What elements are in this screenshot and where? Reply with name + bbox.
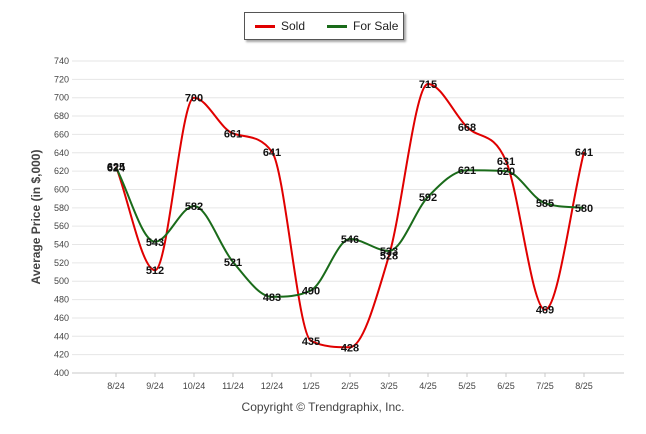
x-tick-label: 10/24 <box>183 381 206 391</box>
series-line-for-sale <box>115 166 585 298</box>
data-label-for-sale: 543 <box>146 237 164 249</box>
data-label-sold: 631 <box>497 156 515 168</box>
data-label-for-sale: 620 <box>497 166 515 178</box>
legend-label-for-sale: For Sale <box>353 19 399 33</box>
data-label-sold: 700 <box>185 93 203 105</box>
y-tick-label: 740 <box>54 56 69 66</box>
series-lines <box>115 82 585 349</box>
y-tick-label: 560 <box>54 221 69 231</box>
y-tick-label: 440 <box>54 331 69 341</box>
y-tick-label: 540 <box>54 240 69 250</box>
x-tick-label: 1/25 <box>302 381 320 391</box>
y-tick-label: 480 <box>54 295 69 305</box>
data-label-sold: 435 <box>302 336 320 348</box>
data-label-for-sale: 490 <box>302 285 320 297</box>
legend-item-for-sale[interactable]: For Sale <box>327 19 398 33</box>
data-label-for-sale: 546 <box>341 234 359 246</box>
y-axis-label: Average Price (in $,000) <box>29 150 43 285</box>
x-tick-label: 7/25 <box>536 381 554 391</box>
x-tick-label: 2/25 <box>341 381 359 391</box>
legend-swatch-for-sale <box>327 24 348 28</box>
data-label-sold: 641 <box>263 147 281 159</box>
data-label-for-sale: 521 <box>224 257 242 269</box>
y-tick-label: 620 <box>54 166 69 176</box>
data-label-for-sale: 592 <box>419 192 437 204</box>
data-label-for-sale: 580 <box>575 203 593 215</box>
chart-legend: Sold For Sale <box>244 12 404 40</box>
x-tick-label: 4/25 <box>419 381 437 391</box>
data-label-for-sale: 585 <box>536 198 554 210</box>
data-label-sold: 661 <box>224 128 242 140</box>
data-label-sold: 528 <box>380 251 398 263</box>
y-axis-ticks: 400 420 440 460 480 500 520 540 560 580 600 620 640 6… <box>54 56 69 378</box>
data-label-sold: 469 <box>536 305 554 317</box>
data-label-sold: 428 <box>341 342 359 354</box>
x-tick-label: 6/25 <box>497 381 515 391</box>
data-label-for-sale: 582 <box>185 201 203 213</box>
legend-item-sold[interactable]: Sold <box>255 19 305 33</box>
legend-swatch-sold <box>255 24 275 28</box>
legend-label-sold: Sold <box>281 19 306 33</box>
data-label-for-sale: 533 <box>380 246 398 258</box>
x-tick-label: 3/25 <box>380 381 398 391</box>
y-tick-label: 680 <box>54 111 69 121</box>
grid-lines <box>72 60 624 374</box>
x-tick-label: 8/25 <box>575 381 593 391</box>
y-tick-label: 520 <box>54 258 69 268</box>
data-label-for-sale: 621 <box>458 165 476 177</box>
data-label-sold: 641 <box>575 147 593 159</box>
y-tick-label: 600 <box>54 184 69 194</box>
data-label-sold: 668 <box>458 122 476 134</box>
y-tick-label: 660 <box>54 129 69 139</box>
series-line-sold <box>115 82 585 349</box>
x-tick-label: 12/24 <box>261 381 284 391</box>
y-tick-label: 700 <box>54 93 69 103</box>
y-tick-label: 640 <box>54 148 69 158</box>
x-tick-label: 9/24 <box>146 381 164 391</box>
data-label-for-sale: 483 <box>263 292 281 304</box>
copyright-text: Copyright © Trendgraphix, Inc. <box>241 400 405 414</box>
data-label-sold: 512 <box>146 265 164 277</box>
x-tick-label: 5/25 <box>458 381 476 391</box>
y-tick-label: 400 <box>54 368 69 378</box>
y-tick-label: 720 <box>54 74 69 84</box>
data-label-sold: 625 <box>107 162 125 174</box>
y-tick-label: 460 <box>54 313 69 323</box>
x-axis-ticks: 8/24 9/24 10/24 11/24 12/24 1/25 2/25 3/25 4/25 5… <box>107 373 593 391</box>
y-tick-label: 580 <box>54 203 69 213</box>
data-labels: 625 512 700 661 641 435 428 528 715 668 631 469 641 6… <box>107 79 593 354</box>
y-tick-label: 500 <box>54 276 69 286</box>
y-tick-label: 420 <box>54 350 69 360</box>
x-tick-label: 8/24 <box>107 381 125 391</box>
data-label-for-sale: 624 <box>107 162 126 174</box>
x-tick-label: 11/24 <box>222 381 244 391</box>
data-label-sold: 715 <box>419 79 437 91</box>
